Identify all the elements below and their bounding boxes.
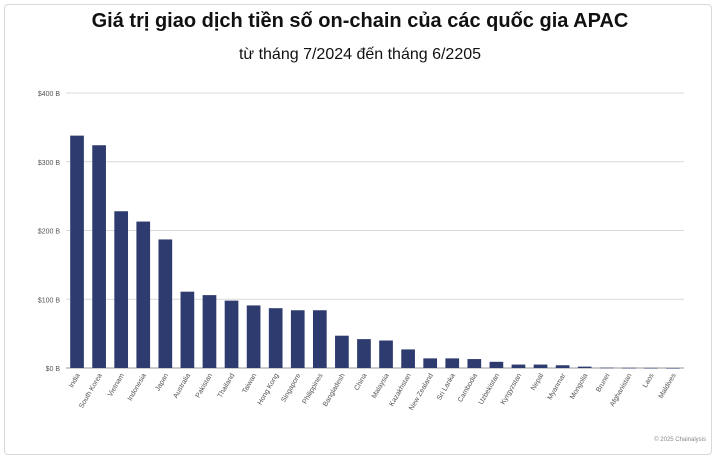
bar xyxy=(511,364,526,368)
bar xyxy=(401,349,415,368)
bar xyxy=(445,358,460,368)
x-tick-label: Australia xyxy=(172,372,192,399)
x-tick-label: Malaysia xyxy=(371,372,391,400)
footer-credit: © 2025 Chainalysis xyxy=(654,437,706,443)
bar xyxy=(290,310,305,368)
y-tick-label: $200 B xyxy=(38,229,61,236)
x-tick-label: Hong Kong xyxy=(257,372,281,406)
x-tick-label: New Zealand xyxy=(408,372,435,411)
x-tick-label: Thailand xyxy=(217,372,237,399)
bar xyxy=(489,361,504,368)
bar xyxy=(379,340,393,368)
x-tick-label: Afghanistan xyxy=(609,372,634,408)
x-tick-label: Uzbekistan xyxy=(478,372,501,406)
bar xyxy=(312,310,327,368)
bar xyxy=(644,367,658,369)
x-tick-label: Philippines xyxy=(302,372,325,405)
bar xyxy=(224,300,239,368)
x-tick-label: Japan xyxy=(154,372,170,392)
y-tick-label: $400 B xyxy=(38,91,61,98)
x-tick-label: Bangladesh xyxy=(322,372,347,408)
bar xyxy=(357,339,371,368)
bar xyxy=(114,211,129,368)
y-tick-label: $300 B xyxy=(38,160,61,167)
bar xyxy=(70,135,84,368)
bar xyxy=(555,365,570,368)
bar xyxy=(202,295,217,368)
x-tick-label: Indonesia xyxy=(127,372,148,402)
x-tick-label: Mongolia xyxy=(569,372,589,400)
bar xyxy=(92,145,106,368)
bar xyxy=(666,367,680,369)
bar xyxy=(467,359,482,368)
bar xyxy=(246,305,261,368)
x-tick-label: Cambodia xyxy=(457,372,479,403)
chart-subtitle: từ tháng 7/2024 đến tháng 6/2205 xyxy=(238,46,482,63)
y-tick-label: $100 B xyxy=(38,297,61,304)
x-tick-label: Kyrgyzstan xyxy=(500,372,523,406)
bar xyxy=(158,239,173,368)
x-tick-label: Sri Lanka xyxy=(436,372,457,401)
bar xyxy=(599,367,614,369)
chart-title: Giá trị giao dịch tiền số on-chain của c… xyxy=(91,10,629,32)
bar xyxy=(268,308,283,368)
x-tick-label: Vietnam xyxy=(107,372,126,398)
bar xyxy=(180,291,195,368)
x-tick-label: Taiwan xyxy=(241,372,258,394)
x-tick-label: Myanmar xyxy=(547,372,568,401)
x-tick-label: Nepal xyxy=(530,372,545,392)
bar xyxy=(136,221,151,368)
y-tick-label: $0 B xyxy=(46,366,61,373)
bar xyxy=(533,364,548,368)
x-tick-label: Maldives xyxy=(658,372,678,400)
bar xyxy=(621,367,636,369)
x-tick-label: India xyxy=(68,372,82,389)
x-tick-label: Singapore xyxy=(280,372,302,403)
bar xyxy=(335,335,349,368)
x-tick-label: China xyxy=(353,372,368,391)
bar xyxy=(577,366,592,368)
x-tick-label: Laos xyxy=(642,372,656,389)
x-tick-label: Brunei xyxy=(595,372,611,393)
x-tick-label: Kazakhstan xyxy=(388,372,412,407)
bar xyxy=(423,358,438,368)
x-tick-label: South Korea xyxy=(78,372,104,409)
x-tick-label: Pakistan xyxy=(195,372,215,399)
